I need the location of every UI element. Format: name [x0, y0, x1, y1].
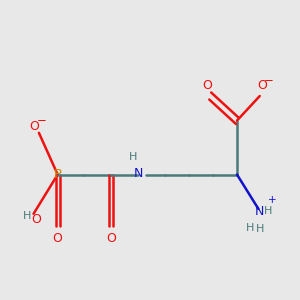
Text: +: +	[268, 195, 277, 205]
Text: N: N	[254, 205, 264, 218]
Text: O: O	[202, 79, 212, 92]
Text: O: O	[31, 213, 41, 226]
Text: O: O	[257, 79, 267, 92]
Text: O: O	[53, 232, 63, 245]
Text: N: N	[133, 167, 142, 180]
Text: H: H	[23, 211, 31, 221]
Text: H: H	[246, 223, 254, 232]
Text: O: O	[29, 120, 39, 134]
Text: −: −	[263, 74, 273, 87]
Text: H: H	[264, 206, 272, 216]
Text: H: H	[129, 152, 137, 162]
Text: P: P	[54, 168, 62, 181]
Text: H: H	[256, 224, 264, 235]
Text: −: −	[37, 114, 46, 127]
Text: O: O	[106, 232, 116, 245]
